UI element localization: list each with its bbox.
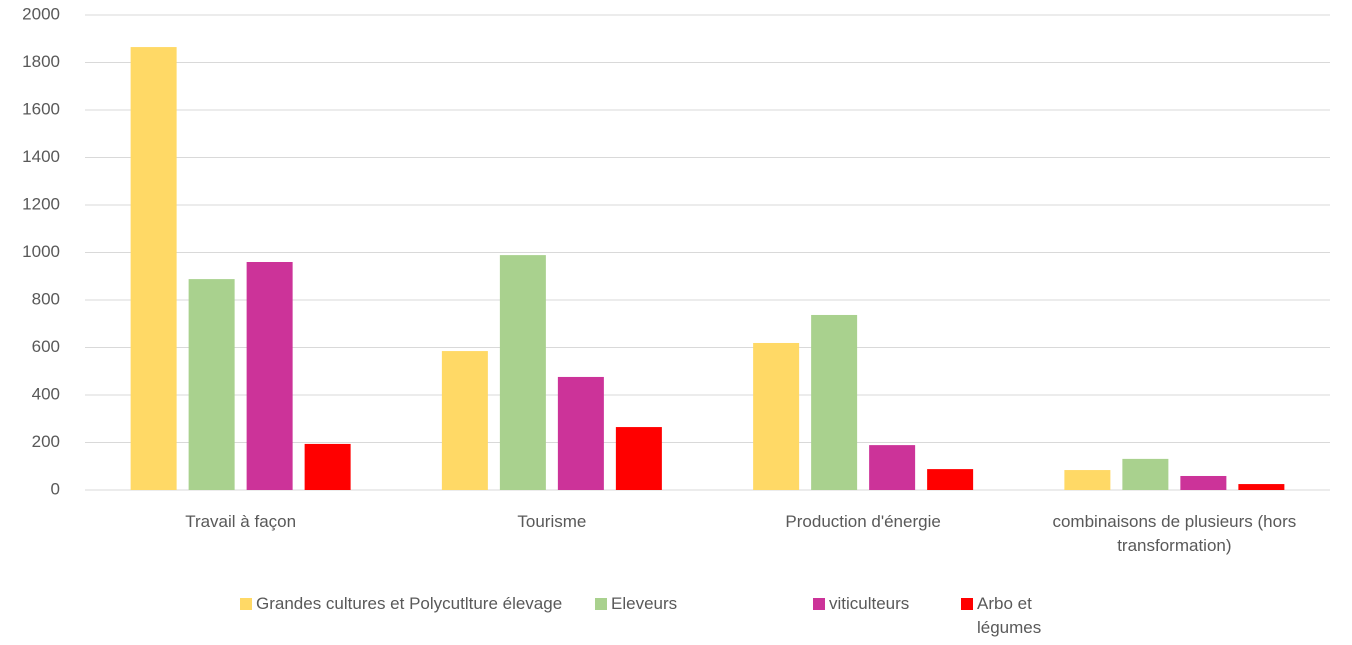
x-tick-label: Tourisme xyxy=(517,512,587,531)
y-tick-label: 1400 xyxy=(22,147,60,166)
bar xyxy=(499,255,546,490)
legend-label: Eleveurs xyxy=(611,594,678,613)
x-tick-label: Travail à façon xyxy=(185,512,297,531)
y-tick-label: 400 xyxy=(32,384,60,403)
legend-label: viticulteurs xyxy=(829,594,910,613)
bar xyxy=(811,314,858,490)
y-tick-label: 600 xyxy=(32,337,60,356)
bar xyxy=(246,262,293,490)
legend-swatch xyxy=(595,598,607,610)
y-tick-label: 1000 xyxy=(22,242,60,261)
y-tick-label: 800 xyxy=(32,289,60,308)
y-tick-label: 2000 xyxy=(22,4,60,23)
bar xyxy=(869,445,916,490)
bar xyxy=(927,469,974,490)
legend-swatch xyxy=(813,598,825,610)
bar xyxy=(753,342,800,490)
legend-item: Grandes cultures et Polycutlture élevage xyxy=(240,592,580,616)
x-tick-label: combinaisons de plusieurs (hors transfor… xyxy=(1052,512,1297,555)
legend-item: viticulteurs xyxy=(813,592,913,616)
bar xyxy=(304,443,351,490)
y-tick-label: 1800 xyxy=(22,52,60,71)
y-tick-label: 1200 xyxy=(22,194,60,213)
bar xyxy=(1064,470,1111,490)
legend-label: Arbo et légumes xyxy=(977,594,1042,637)
bar xyxy=(1238,484,1285,490)
bar xyxy=(441,351,488,490)
bar xyxy=(1180,475,1227,490)
legend-swatch xyxy=(240,598,252,610)
bar xyxy=(1122,458,1169,490)
bar xyxy=(188,279,235,490)
legend-label: Grandes cultures et Polycutlture élevage xyxy=(256,594,563,613)
legend-swatch xyxy=(961,598,973,610)
x-tick-label: Production d'énergie xyxy=(785,512,941,531)
y-tick-label: 1600 xyxy=(22,99,60,118)
bar xyxy=(130,47,177,490)
legend-item: Arbo et légumes xyxy=(961,592,1071,640)
bar xyxy=(615,427,662,490)
bar xyxy=(557,376,604,490)
legend-item: Eleveurs xyxy=(595,592,695,616)
y-tick-label: 200 xyxy=(32,432,60,451)
y-tick-label: 0 xyxy=(51,479,60,498)
